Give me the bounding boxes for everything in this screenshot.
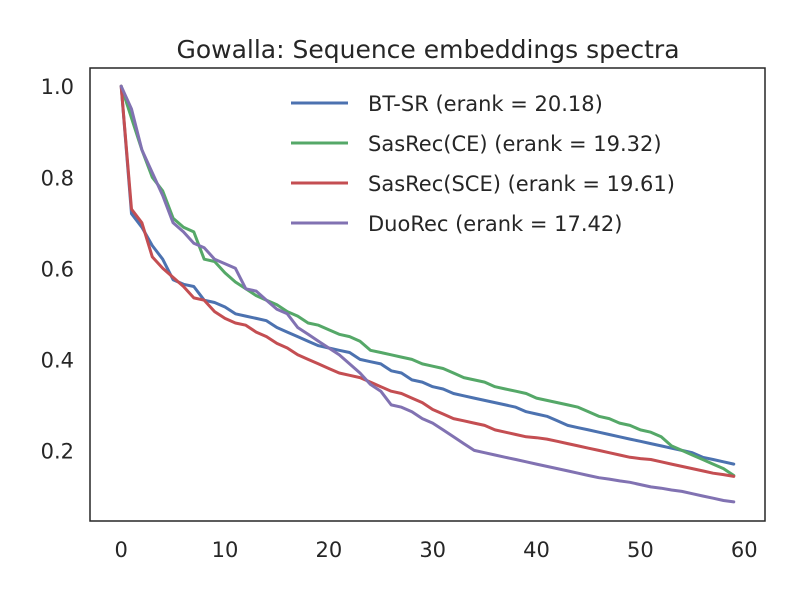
- y-tick-label: 0.6: [41, 257, 74, 281]
- y-tick-label: 0.4: [41, 348, 74, 372]
- legend-label: DuoRec (erank = 17.42): [368, 212, 622, 236]
- series-layer: [119, 84, 736, 504]
- legend: BT-SR (erank = 20.18) SasRec(CE) (erank =…: [291, 92, 675, 236]
- legend-entry-2: SasRec(CE) (erank = 19.32): [291, 132, 662, 156]
- legend-label: SasRec(SCE) (erank = 19.61): [368, 172, 675, 196]
- x-tick-label: 50: [627, 538, 654, 562]
- y-tick-label: 0.8: [41, 166, 74, 190]
- x-tick-label: 0: [114, 538, 127, 562]
- series-line-4: [119, 84, 736, 504]
- x-tick-label: 30: [419, 538, 446, 562]
- x-tick-label: 60: [731, 538, 758, 562]
- axes-frame: [89, 67, 766, 522]
- y-tick-label: 1.0: [41, 75, 74, 99]
- legend-entry-1: BT-SR (erank = 20.18): [291, 92, 603, 116]
- legend-entry-4: DuoRec (erank = 17.42): [291, 212, 622, 236]
- legend-label: SasRec(CE) (erank = 19.32): [368, 132, 662, 156]
- x-tick-label: 10: [212, 538, 239, 562]
- y-tick-label: 0.2: [41, 439, 74, 463]
- series-line-3: [119, 84, 736, 478]
- legend-label: BT-SR (erank = 20.18): [368, 92, 603, 116]
- series-line-1: [119, 84, 736, 466]
- ticks-layer: 0 10 20 30 40 50 60 0.2 0.4 0.6 0.8 1.0: [41, 75, 758, 562]
- legend-entry-3: SasRec(SCE) (erank = 19.61): [291, 172, 675, 196]
- x-tick-label: 20: [315, 538, 342, 562]
- x-tick-label: 40: [523, 538, 550, 562]
- series-line-2: [119, 84, 736, 477]
- chart-title: Gowalla: Sequence embeddings spectra: [176, 35, 679, 64]
